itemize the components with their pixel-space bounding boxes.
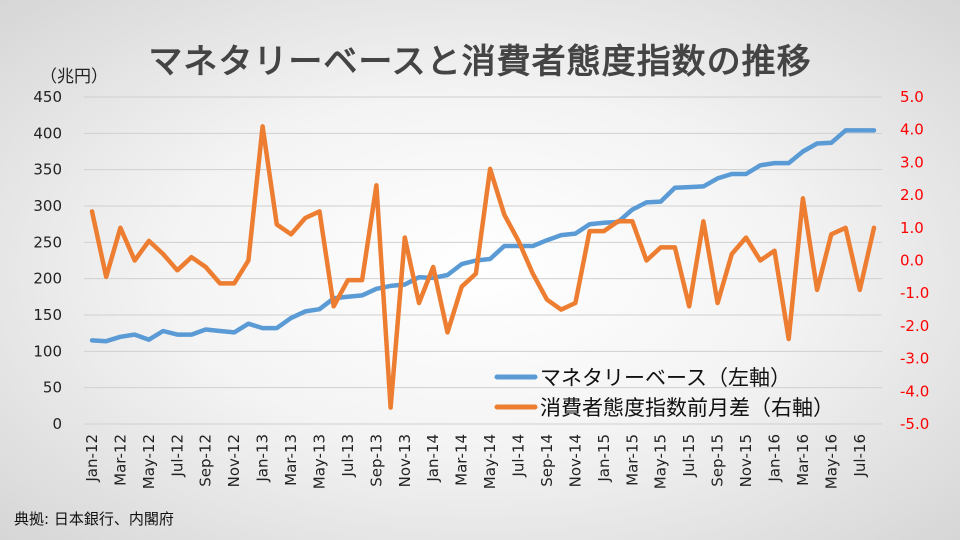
source-note: 典拠: 日本銀行、内閣府 [14, 510, 174, 528]
x-tick-label: Mar-12 [111, 434, 129, 486]
x-tick-label: May-14 [481, 434, 499, 489]
series-lines [89, 124, 877, 410]
right-axis-ticks: -5.0 -4.0 -3.0 -2.0 -1.0 0.0 1.0 2.0 3.0 4.0 5.0 [900, 88, 929, 433]
legend-label: 消費者態度指数前月差（右軸） [540, 396, 834, 420]
left-tick-label: 150 [33, 306, 62, 324]
x-tick-label: Mar-16 [794, 434, 812, 486]
x-tick-label: Jan-15 [595, 434, 613, 483]
x-tick-label: Jul-14 [510, 434, 528, 478]
left-tick-label: 200 [33, 270, 62, 288]
x-tick-label: Sep-13 [367, 434, 385, 487]
right-tick-label: -4.0 [900, 382, 929, 400]
x-tick-label: May-16 [822, 434, 840, 489]
left-tick-label: 450 [33, 88, 62, 106]
right-tick-label: 4.0 [900, 121, 924, 139]
x-tick-label: May-13 [310, 434, 328, 489]
legend-label: マネタリーベース（左軸） [540, 366, 791, 390]
series-line-monetary-base [89, 128, 877, 344]
right-tick-label: -3.0 [900, 350, 929, 368]
right-tick-label: -2.0 [900, 317, 929, 335]
left-tick-label: 300 [33, 197, 62, 215]
x-tick-label: Mar-13 [282, 434, 300, 486]
x-tick-label: Mar-15 [623, 434, 641, 486]
x-tick-label: Jul-15 [680, 434, 698, 478]
x-tick-label: Nov-12 [225, 434, 243, 487]
x-tick-label: May-15 [652, 434, 670, 489]
right-tick-label: 5.0 [900, 88, 924, 106]
x-tick-label: Nov-14 [566, 434, 584, 487]
right-tick-label: 1.0 [900, 219, 924, 237]
x-tick-label: May-12 [140, 434, 158, 489]
x-tick-label: Jul-13 [339, 434, 357, 478]
x-tick-label: Mar-14 [453, 434, 471, 486]
left-axis-ticks: 0 50 100 150 200 250 300 350 400 450 [33, 88, 62, 433]
x-tick-label: Nov-15 [737, 434, 755, 487]
x-tick-label: Sep-12 [197, 434, 215, 487]
x-tick-label: Nov-13 [396, 434, 414, 487]
left-tick-label: 400 [33, 124, 62, 142]
left-tick-label: 250 [33, 233, 62, 251]
x-tick-label: Jan-13 [254, 434, 272, 483]
left-axis-unit: （兆円） [40, 67, 108, 87]
x-tick-label: Jul-12 [168, 434, 186, 478]
x-tick-label: Jul-16 [851, 434, 869, 478]
left-tick-label: 350 [33, 161, 62, 179]
left-tick-label: 100 [33, 342, 62, 360]
x-axis-ticks: Jan-12 Mar-12 May-12 Jul-12 Sep-12 Nov-12 Jan-… [83, 434, 869, 489]
x-tick-label: Sep-14 [538, 434, 556, 487]
x-tick-label: Jan-12 [83, 434, 101, 483]
x-tick-label: Jan-16 [765, 434, 783, 483]
left-tick-label: 0 [52, 415, 62, 433]
right-tick-label: -5.0 [900, 415, 929, 433]
series-line-consumer-confidence [89, 124, 877, 410]
right-tick-label: 3.0 [900, 153, 924, 171]
right-tick-label: 2.0 [900, 186, 924, 204]
left-tick-label: 50 [43, 379, 62, 397]
right-tick-label: -1.0 [900, 284, 929, 302]
legend: マネタリーベース（左軸） 消費者態度指数前月差（右軸） [494, 366, 834, 420]
chart-title: マネタリーベースと消費者態度指数の推移 [148, 42, 812, 82]
right-tick-label: 0.0 [900, 252, 924, 270]
x-tick-label: Jan-14 [424, 434, 442, 483]
x-tick-label: Sep-15 [709, 434, 727, 487]
